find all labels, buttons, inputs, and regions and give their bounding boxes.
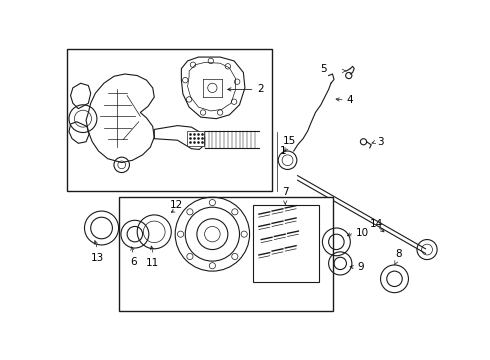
Text: 14: 14 bbox=[369, 219, 383, 229]
Text: 3: 3 bbox=[377, 137, 384, 147]
Text: 8: 8 bbox=[395, 249, 402, 259]
Text: 12: 12 bbox=[170, 200, 183, 210]
Text: 5: 5 bbox=[320, 64, 327, 73]
Bar bbox=[187, 131, 204, 147]
Text: 13: 13 bbox=[91, 253, 104, 263]
Text: 7: 7 bbox=[282, 187, 289, 197]
Text: 4: 4 bbox=[346, 95, 353, 105]
Text: 9: 9 bbox=[357, 262, 364, 272]
Text: 2: 2 bbox=[228, 84, 264, 94]
Text: 1: 1 bbox=[280, 146, 287, 156]
Text: 11: 11 bbox=[146, 258, 159, 268]
Text: 15: 15 bbox=[282, 136, 296, 147]
Text: 6: 6 bbox=[130, 257, 137, 267]
Bar bbox=[253, 205, 318, 282]
Bar bbox=[67, 49, 272, 191]
Bar bbox=[120, 197, 333, 311]
Text: 10: 10 bbox=[356, 228, 369, 238]
